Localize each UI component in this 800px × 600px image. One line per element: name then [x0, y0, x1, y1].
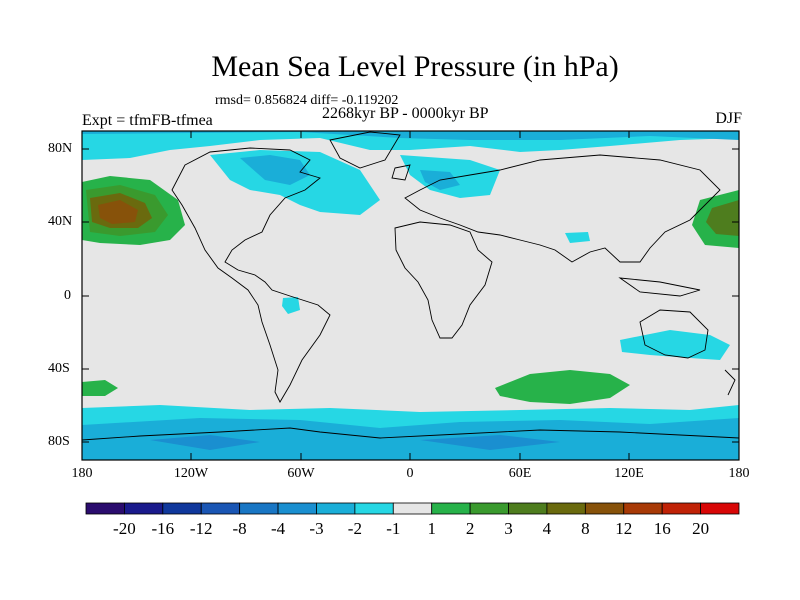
- lon-label-120w: 120W: [173, 466, 209, 481]
- colorbar-label: 12: [615, 519, 633, 538]
- new-zealand-coast: [724, 369, 736, 396]
- colorbar-label: -20: [113, 519, 136, 538]
- colorbar-swatch: [124, 502, 164, 515]
- colorbar: [85, 502, 740, 515]
- colorbar-label: 3: [504, 519, 513, 538]
- colorbar-label: 20: [692, 519, 710, 538]
- colorbar-label: 16: [653, 519, 671, 538]
- africa-coast: [394, 221, 493, 339]
- time-period-label: 2268kyr BP - 0000kyr BP: [322, 105, 489, 122]
- lon-label-60e: 60E: [508, 466, 532, 481]
- colorbar-swatch: [85, 502, 125, 515]
- iceland-coast: [391, 164, 411, 181]
- eurasia-coast: [404, 154, 721, 263]
- colorbar-swatch: [469, 502, 509, 515]
- colorbar-label: -1: [386, 519, 401, 538]
- colorbar-label: -4: [271, 519, 286, 538]
- colorbar-swatch: [700, 502, 740, 515]
- colorbar-label: -3: [309, 519, 324, 538]
- colorbar-swatch: [508, 502, 548, 515]
- map-title: Mean Sea Level Pressure (in hPa): [211, 50, 619, 83]
- colorbar-swatch: [431, 502, 471, 515]
- positive-anomaly-regions: [82, 176, 739, 404]
- colorbar-label: 2: [465, 519, 475, 538]
- lat-label-40s: 40S: [48, 361, 70, 376]
- colorbar-swatch: [661, 502, 701, 515]
- colorbar-swatch: [546, 502, 586, 515]
- colorbar-label: -2: [347, 519, 362, 538]
- colorbar-swatch: [316, 502, 356, 515]
- lon-label-120e: 120E: [614, 466, 644, 481]
- lat-label-40n: 40N: [48, 214, 73, 229]
- season-label: DJF: [715, 110, 742, 127]
- lon-label-180-right: 180: [728, 466, 750, 481]
- colorbar-label: -12: [189, 519, 213, 538]
- lon-label-0: 0: [406, 466, 414, 481]
- colorbar-label: -8: [232, 519, 247, 538]
- australia-coast: [639, 309, 709, 359]
- lat-label-80n: 80N: [48, 141, 73, 156]
- americas-coast: [171, 147, 331, 403]
- greenland-coast: [329, 131, 401, 169]
- colorbar-label: 8: [581, 519, 590, 538]
- colorbar-swatch: [623, 502, 663, 515]
- coastlines: [81, 131, 740, 441]
- experiment-label: Expt = tfmFB-tfmea: [82, 112, 213, 129]
- axis-ticks: [82, 131, 739, 460]
- colorbar-label: 1: [427, 519, 436, 538]
- colorbar-swatch: [354, 502, 394, 515]
- lat-label-80s: 80S: [48, 434, 70, 449]
- maritime-continent-coast: [618, 277, 701, 297]
- colorbar-swatch: [392, 502, 433, 515]
- map-background: [82, 131, 739, 460]
- lon-label-60w: 60W: [287, 466, 315, 481]
- colorbar-label: 4: [542, 519, 552, 538]
- colorbar-swatch: [584, 502, 625, 515]
- colorbar-swatch: [239, 502, 279, 515]
- colorbar-swatch: [200, 502, 241, 515]
- lat-label-equator: 0: [64, 288, 71, 303]
- antarctica-coast: [81, 427, 740, 441]
- rmsd-diff-stats: rmsd= 0.856824 diff= -0.119202: [215, 93, 399, 108]
- colorbar-label: -16: [151, 519, 175, 538]
- lon-label-180-left: 180: [71, 466, 93, 481]
- colorbar-swatch: [162, 502, 202, 515]
- colorbar-swatch: [277, 502, 317, 515]
